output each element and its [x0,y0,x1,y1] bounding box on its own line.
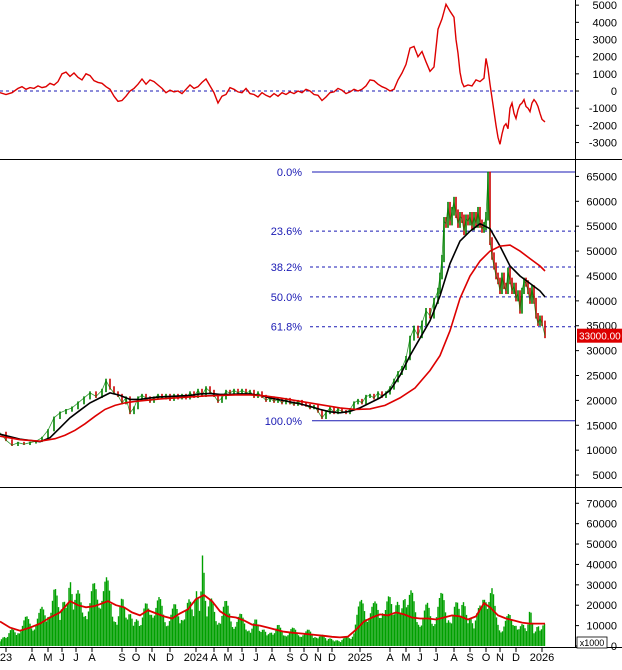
x-tick-label: J [73,652,79,664]
x-tick-label: A [210,652,218,664]
volume-y-tick-label: 40000 [586,559,617,571]
x-tick-label: 2024 [184,652,208,664]
x-tick-label: M [223,652,232,664]
x-tick-label: D [166,652,174,664]
oscillator-y-tick-label: 5000 [593,0,617,12]
fib-level-label: 100.0% [265,416,303,428]
volume-y-tick-label: 20000 [586,600,617,612]
price-y-tick-label: 15000 [586,420,617,432]
price-y-tick-label: 20000 [586,395,617,407]
x-tick-label: A [28,652,36,664]
x-tick-label: A [268,652,276,664]
oscillator-y-tick-label: 1000 [593,69,617,81]
volume-y-tick-label: 0 [611,641,617,653]
volume-y-tick-label: 30000 [586,580,617,592]
volume-y-tick-label: 70000 [586,498,617,510]
fib-level-label: 0.0% [277,167,302,179]
price-y-tick-label: 40000 [586,296,617,308]
x-tick-label: S [118,652,125,664]
x-tick-label: J [417,652,423,664]
volume-y-tick-label: 50000 [586,539,617,551]
fib-level-label: 23.6% [271,226,302,238]
oscillator-line [0,2,546,145]
price-y-tick-label: 30000 [586,346,617,358]
x-tick-label: J [433,652,439,664]
x-tick-label: J [59,652,65,664]
x-tick-label: O [132,652,141,664]
x-tick-label: A [88,652,96,664]
volume-unit-box [576,636,608,649]
oscillator-y-tick-label: -1000 [589,103,617,115]
fib-level-label: 50.0% [271,292,302,304]
volume-ma-line [0,593,545,639]
x-tick-label: 2025 [348,652,372,664]
oscillator-y-tick-label: -2000 [589,120,617,132]
oscillator-y-tick-label: -3000 [589,138,617,150]
x-tick-label: 23 [0,652,12,664]
x-tick-label: 2026 [530,652,554,664]
volume-y-tick-label: 10000 [586,621,617,633]
x-tick-label: M [43,652,52,664]
ma-long-line [0,244,546,443]
price-y-tick-label: 60000 [586,196,617,208]
x-tick-label: S [466,652,473,664]
x-tick-label: A [386,652,394,664]
x-tick-label: O [300,652,309,664]
last-price-tag [577,328,622,343]
fib-level-label: 38.2% [271,262,302,274]
price-y-tick-label: 10000 [586,445,617,457]
volume-y-tick-label: 60000 [586,519,617,531]
x-tick-label: J [253,652,259,664]
ma-short-line [0,222,546,443]
oscillator-y-tick-label: 3000 [593,35,617,47]
last-price-label: 33000.00 [579,332,621,343]
x-tick-label: J [239,652,245,664]
x-tick-label: N [496,652,504,664]
x-tick-label: N [314,652,322,664]
x-tick-label: S [286,652,293,664]
oscillator-y-tick-label: 4000 [593,17,617,29]
x-tick-label: N [148,652,156,664]
oscillator-y-tick-label: 0 [611,86,617,98]
oscillator-y-tick-label: 2000 [593,52,617,64]
fib-level-label: 61.8% [271,322,302,334]
x-tick-label: M [401,652,410,664]
x-tick-label: O [482,652,491,664]
price-y-tick-label: 55000 [586,221,617,233]
price-y-tick-label: 50000 [586,246,617,258]
x-tick-label: D [328,652,336,664]
price-y-tick-label: 5000 [593,470,617,482]
price-y-tick-label: 25000 [586,371,617,383]
price-y-tick-label: 65000 [586,171,617,183]
x-tick-label: A [450,652,458,664]
price-y-tick-label: 45000 [586,271,617,283]
volume-unit-label: x1000 [580,638,605,648]
x-tick-label: D [512,652,520,664]
